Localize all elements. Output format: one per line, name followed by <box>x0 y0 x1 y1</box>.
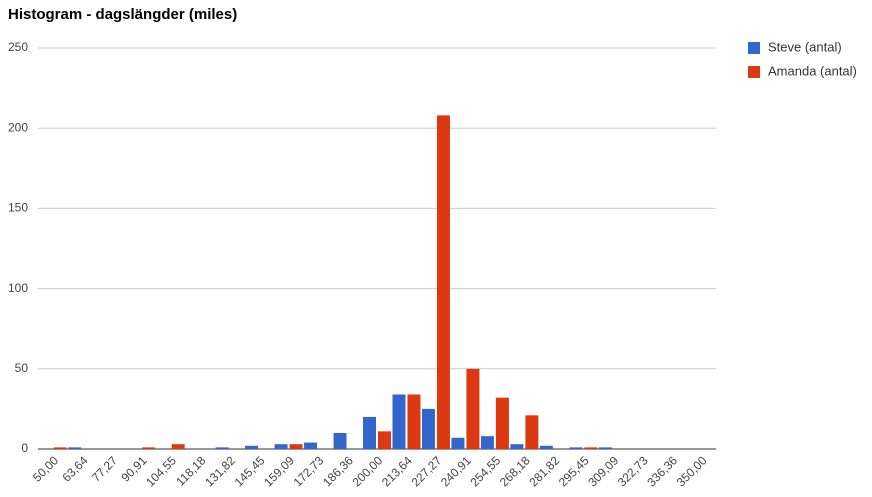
legend-swatch <box>748 66 760 78</box>
bar <box>451 437 465 449</box>
x-tick-label: 131,82 <box>202 453 238 489</box>
bar <box>304 442 318 449</box>
x-tick-label: 77,27 <box>89 453 120 484</box>
x-tick-label: 254,55 <box>467 453 503 489</box>
bar <box>436 115 450 450</box>
bar <box>598 447 612 449</box>
bar <box>333 432 347 449</box>
x-tick-label: 104,55 <box>143 453 179 489</box>
bar <box>392 394 406 449</box>
bar <box>495 397 509 449</box>
bar <box>245 445 259 449</box>
bar <box>569 447 583 449</box>
x-tick-label: 50,00 <box>30 453 61 484</box>
y-tick-label: 200 <box>8 120 28 134</box>
x-tick-label: 295,45 <box>556 453 592 489</box>
x-tick-label: 213,64 <box>379 453 415 489</box>
bar <box>363 416 376 449</box>
bar <box>584 447 598 449</box>
x-tick-label: 145,45 <box>232 453 268 489</box>
bar <box>171 444 185 449</box>
x-tick-label: 336,36 <box>644 453 680 489</box>
x-tick-label: 227,27 <box>408 453 444 489</box>
bar <box>421 408 435 449</box>
legend-swatch <box>748 42 760 54</box>
x-tick-label: 309,09 <box>585 453 621 489</box>
bar <box>480 436 494 449</box>
chart-title: Histogram - dagslängder (miles) <box>8 6 237 23</box>
bar <box>407 394 421 449</box>
x-tick-label: 350,00 <box>674 453 710 489</box>
x-tick-label: 322,73 <box>615 453 651 489</box>
y-tick-label: 250 <box>8 40 28 54</box>
bar <box>68 447 82 449</box>
bar <box>215 447 229 449</box>
bar <box>525 415 539 449</box>
x-tick-label: 118,18 <box>173 453 208 488</box>
x-tick-label: 281,82 <box>526 453 562 489</box>
y-tick-label: 150 <box>8 201 28 215</box>
bar <box>466 368 480 449</box>
x-tick-label: 268,18 <box>497 453 533 489</box>
bar <box>274 444 288 449</box>
y-tick-label: 100 <box>8 281 28 295</box>
x-tick-label: 159,09 <box>261 453 297 489</box>
y-tick-label: 50 <box>15 361 29 375</box>
bar <box>142 447 156 449</box>
legend-label: Steve (antal) <box>768 39 842 54</box>
legend-label: Amanda (antal) <box>768 63 857 78</box>
x-tick-label: 186,36 <box>320 453 356 489</box>
x-tick-label: 200,00 <box>350 453 386 489</box>
x-tick-label: 172,73 <box>291 453 327 489</box>
bar <box>378 431 391 449</box>
bar <box>510 444 524 449</box>
x-tick-label: 240,91 <box>438 453 474 489</box>
bar <box>53 447 67 449</box>
y-tick-label: 0 <box>21 441 28 455</box>
x-tick-label: 63,64 <box>59 453 90 484</box>
bar <box>539 445 553 449</box>
bar <box>289 444 303 449</box>
